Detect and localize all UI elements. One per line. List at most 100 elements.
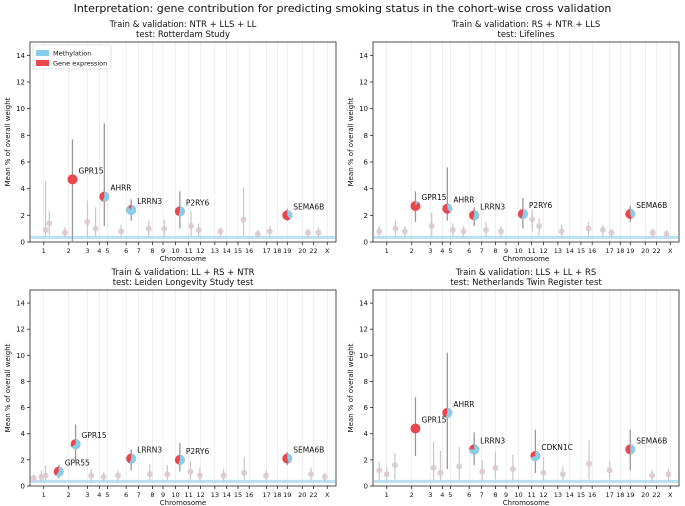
y-tick-label: 6: [21, 404, 26, 412]
background-point: [376, 228, 383, 235]
x-tick-label: 1: [42, 491, 46, 499]
background-point: [649, 472, 656, 479]
gene-label: P2RY6: [186, 198, 210, 207]
x-tick-label: 14: [566, 491, 574, 499]
y-tick-label: 2: [364, 212, 368, 220]
legend-box: [32, 44, 112, 70]
background-point: [118, 228, 125, 235]
y-tick-label: 4: [364, 185, 369, 193]
gene-label: GPR15: [421, 193, 446, 202]
x-tick-label: 5: [448, 491, 452, 499]
background-point: [430, 464, 437, 471]
background-point: [608, 229, 615, 236]
x-tick-label: 13: [554, 491, 562, 499]
gene-point-methylation-share: [630, 209, 636, 219]
background-point: [42, 472, 49, 479]
background-point: [558, 228, 565, 235]
y-tick-label: 8: [364, 132, 368, 140]
x-tick-label: 17: [606, 491, 614, 499]
gene-label: P2RY6: [186, 447, 210, 456]
gene-point-methylation-share: [102, 191, 110, 202]
background-point: [315, 229, 322, 236]
background-point: [42, 227, 49, 233]
y-tick-label: 6: [364, 404, 369, 412]
background-point: [304, 229, 311, 236]
background-point: [164, 471, 171, 478]
x-tick-label: 3: [428, 247, 432, 255]
background-point: [559, 471, 566, 478]
background-point: [665, 471, 672, 478]
x-tick-label: 4: [97, 491, 101, 499]
panel-subtitle: test: Lifelines: [498, 30, 556, 40]
gene-label: CDKN1C: [541, 443, 573, 452]
y-tick-label: 12: [16, 326, 25, 334]
x-tick-label: 13: [211, 491, 219, 499]
x-tick-label: 11: [527, 491, 535, 499]
x-axis-label: Chromosome: [160, 255, 207, 263]
panel-title: Train & validation: LL + RS + NTR: [110, 268, 254, 278]
x-tick-label: 15: [577, 247, 585, 255]
background-point: [115, 472, 122, 479]
gene-label: AHRR: [453, 400, 474, 409]
figure-title: Interpretation: gene contribution for pr…: [73, 2, 612, 15]
y-tick-label: 14: [359, 52, 368, 60]
background-point: [460, 228, 467, 235]
y-tick-label: 2: [21, 456, 25, 464]
x-tick-label: 5: [105, 491, 109, 499]
plot-frame: [29, 41, 337, 243]
background-point: [61, 229, 68, 236]
chart-panel-2: Train & validation: RS + NTR + LLStest: …: [347, 20, 680, 263]
y-tick-label: 0: [364, 483, 368, 491]
gene-point-methylation-share: [55, 466, 64, 477]
x-tick-label: 8: [150, 247, 154, 255]
y-tick-label: 4: [21, 430, 26, 438]
gene-label: SEMA6B: [293, 202, 324, 211]
y-axis-label: Mean % of overall weight: [4, 343, 12, 432]
x-tick-label: 20: [298, 247, 306, 255]
background-point: [483, 227, 490, 233]
y-tick-label: 14: [16, 52, 25, 60]
background-point: [161, 225, 168, 232]
x-tick-label: 7: [137, 247, 141, 255]
x-tick-label: 13: [554, 247, 562, 255]
gene-point-methylation-share: [287, 210, 293, 220]
x-tick-label: 7: [480, 247, 484, 255]
y-tick-label: 10: [16, 352, 25, 360]
x-tick-label: 17: [606, 247, 614, 255]
x-tick-label: 22: [652, 247, 660, 255]
x-tick-label: 2: [410, 247, 414, 255]
gene-point-methylation-share: [287, 453, 293, 464]
x-tick-label: 19: [626, 491, 634, 499]
gene-label: SEMA6B: [293, 446, 324, 455]
gene-label: SEMA6B: [636, 201, 667, 210]
gene-label: SEMA6B: [636, 436, 667, 445]
gene-point-methylation-share: [71, 439, 81, 450]
gene-point-methylation-share: [178, 454, 185, 465]
x-tick-label: 6: [467, 491, 471, 499]
background-point: [266, 228, 273, 235]
x-tick-label: 2: [67, 247, 71, 255]
gene-label: AHRR: [453, 196, 474, 205]
x-tick-label: 1: [385, 247, 389, 255]
background-point: [437, 469, 444, 476]
x-tick-label: 4: [440, 247, 444, 255]
x-tick-label: 19: [283, 491, 291, 499]
plot-frame: [372, 41, 680, 243]
y-tick-label: 6: [364, 159, 369, 167]
background-point: [401, 228, 408, 235]
gene-point-methylation-share: [469, 444, 480, 455]
y-tick-label: 4: [364, 430, 369, 438]
background-point: [100, 473, 107, 480]
y-axis-label: Mean % of overall weight: [347, 97, 355, 186]
gene-label: GPR15: [82, 431, 107, 440]
x-tick-label: 11: [184, 491, 192, 499]
x-tick-label: 16: [588, 491, 596, 499]
background-point: [188, 223, 195, 229]
panel-title: Train & validation: LLS + LL + RS: [455, 268, 597, 278]
x-tick-label: 6: [467, 247, 471, 255]
x-tick-label: 9: [161, 491, 165, 499]
x-tick-label: 16: [588, 247, 596, 255]
x-tick-label: 19: [626, 247, 634, 255]
